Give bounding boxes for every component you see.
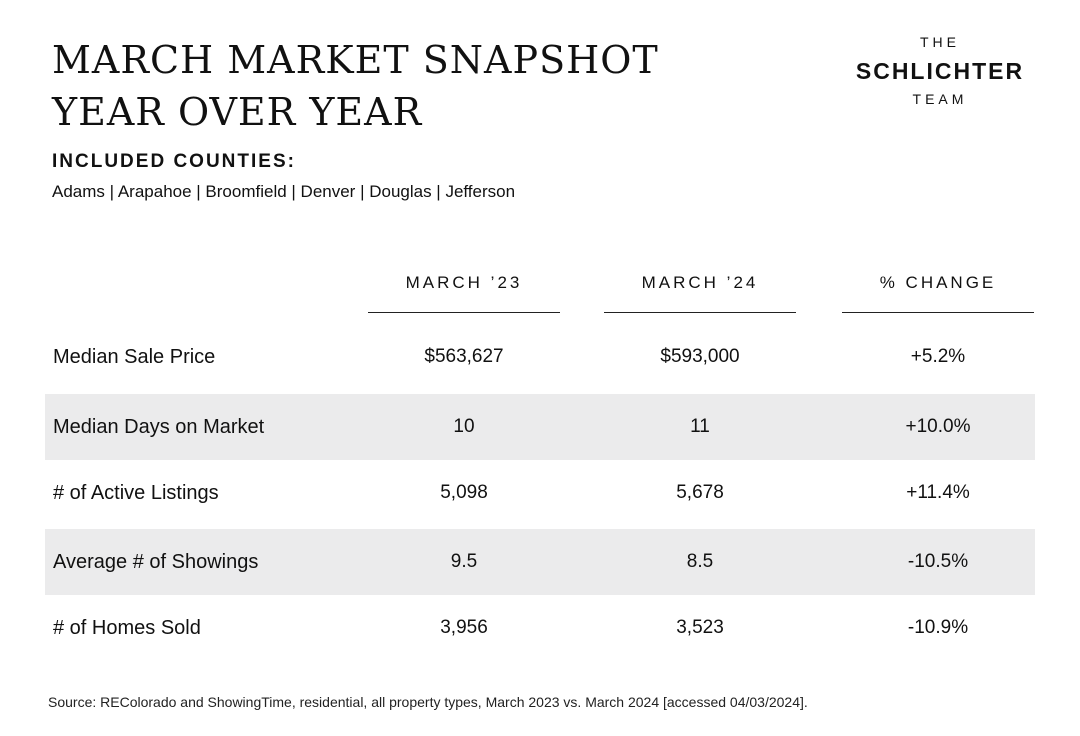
table-row: Median Days on Market 10 11 +10.0% xyxy=(45,394,1035,460)
row-label: # of Active Listings xyxy=(53,482,219,504)
column-header-march-23: MARCH ’23 xyxy=(405,273,523,292)
logo-main-text: SCHLICHTER xyxy=(855,58,1025,84)
source-note: Source: REColorado and ShowingTime, resi… xyxy=(48,694,808,710)
cell-change: -10.9% xyxy=(907,617,969,638)
column-header-march-24: MARCH ’24 xyxy=(641,273,759,292)
table-row: Average # of Showings 9.5 8.5 -10.5% xyxy=(45,529,1035,595)
cell-change: -10.5% xyxy=(907,551,969,572)
row-label: Median Sale Price xyxy=(53,346,216,368)
row-label: Median Days on Market xyxy=(53,416,265,438)
column-rule-change xyxy=(842,312,1034,313)
cell-march-23: 9.5 xyxy=(450,551,478,572)
cell-change: +10.0% xyxy=(905,416,971,437)
column-rule-march-24 xyxy=(604,312,796,313)
title-line-1: MARCH MARKET SNAPSHOT xyxy=(52,38,659,82)
row-label: # of Homes Sold xyxy=(53,617,201,639)
table-row: # of Active Listings 5,098 5,678 +11.4% xyxy=(45,460,1035,526)
counties-heading: INCLUDED COUNTIES: xyxy=(52,151,296,172)
title-line-2: YEAR OVER YEAR xyxy=(52,90,423,134)
row-label: Average # of Showings xyxy=(53,551,259,573)
counties-list: Adams | Arapahoe | Broomfield | Denver |… xyxy=(52,182,516,201)
cell-change: +11.4% xyxy=(906,482,970,503)
logo-top-text: THE xyxy=(920,34,960,50)
cell-march-24: $593,000 xyxy=(660,346,740,367)
column-header-change: % CHANGE xyxy=(879,273,997,292)
cell-march-23: $563,627 xyxy=(424,346,504,367)
table-row: # of Homes Sold 3,956 3,523 -10.9% xyxy=(45,595,1035,661)
page-title: MARCH MARKET SNAPSHOT YEAR OVER YEAR xyxy=(52,34,659,138)
cell-march-24: 11 xyxy=(690,416,710,437)
column-rule-march-23 xyxy=(368,312,560,313)
cell-march-24: 5,678 xyxy=(676,482,724,503)
table-row: Median Sale Price $563,627 $593,000 +5.2… xyxy=(45,324,1035,390)
cell-march-23: 3,956 xyxy=(440,617,488,638)
cell-march-23: 10 xyxy=(453,416,475,437)
team-logo: THE SCHLICHTER TEAM xyxy=(840,34,1040,107)
cell-march-23: 5,098 xyxy=(440,482,488,503)
cell-march-24: 3,523 xyxy=(676,617,724,638)
cell-march-24: 8.5 xyxy=(686,551,714,572)
logo-bottom-text: TEAM xyxy=(912,91,968,107)
cell-change: +5.2% xyxy=(910,346,966,367)
